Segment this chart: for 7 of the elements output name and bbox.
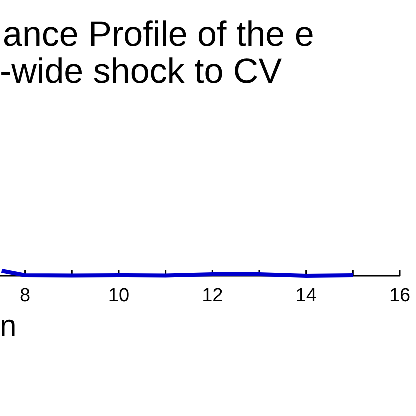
x-tick-label: 14 [296, 285, 318, 306]
x-tick-label: 12 [202, 285, 224, 306]
x-tick-label: 10 [108, 285, 130, 306]
chart-title: ance Profile of the e -wide shock to CV [0, 15, 314, 91]
x-axis-title: n [0, 310, 17, 343]
x-tick-label: 8 [20, 285, 31, 306]
x-tick-label: 16 [389, 285, 411, 306]
